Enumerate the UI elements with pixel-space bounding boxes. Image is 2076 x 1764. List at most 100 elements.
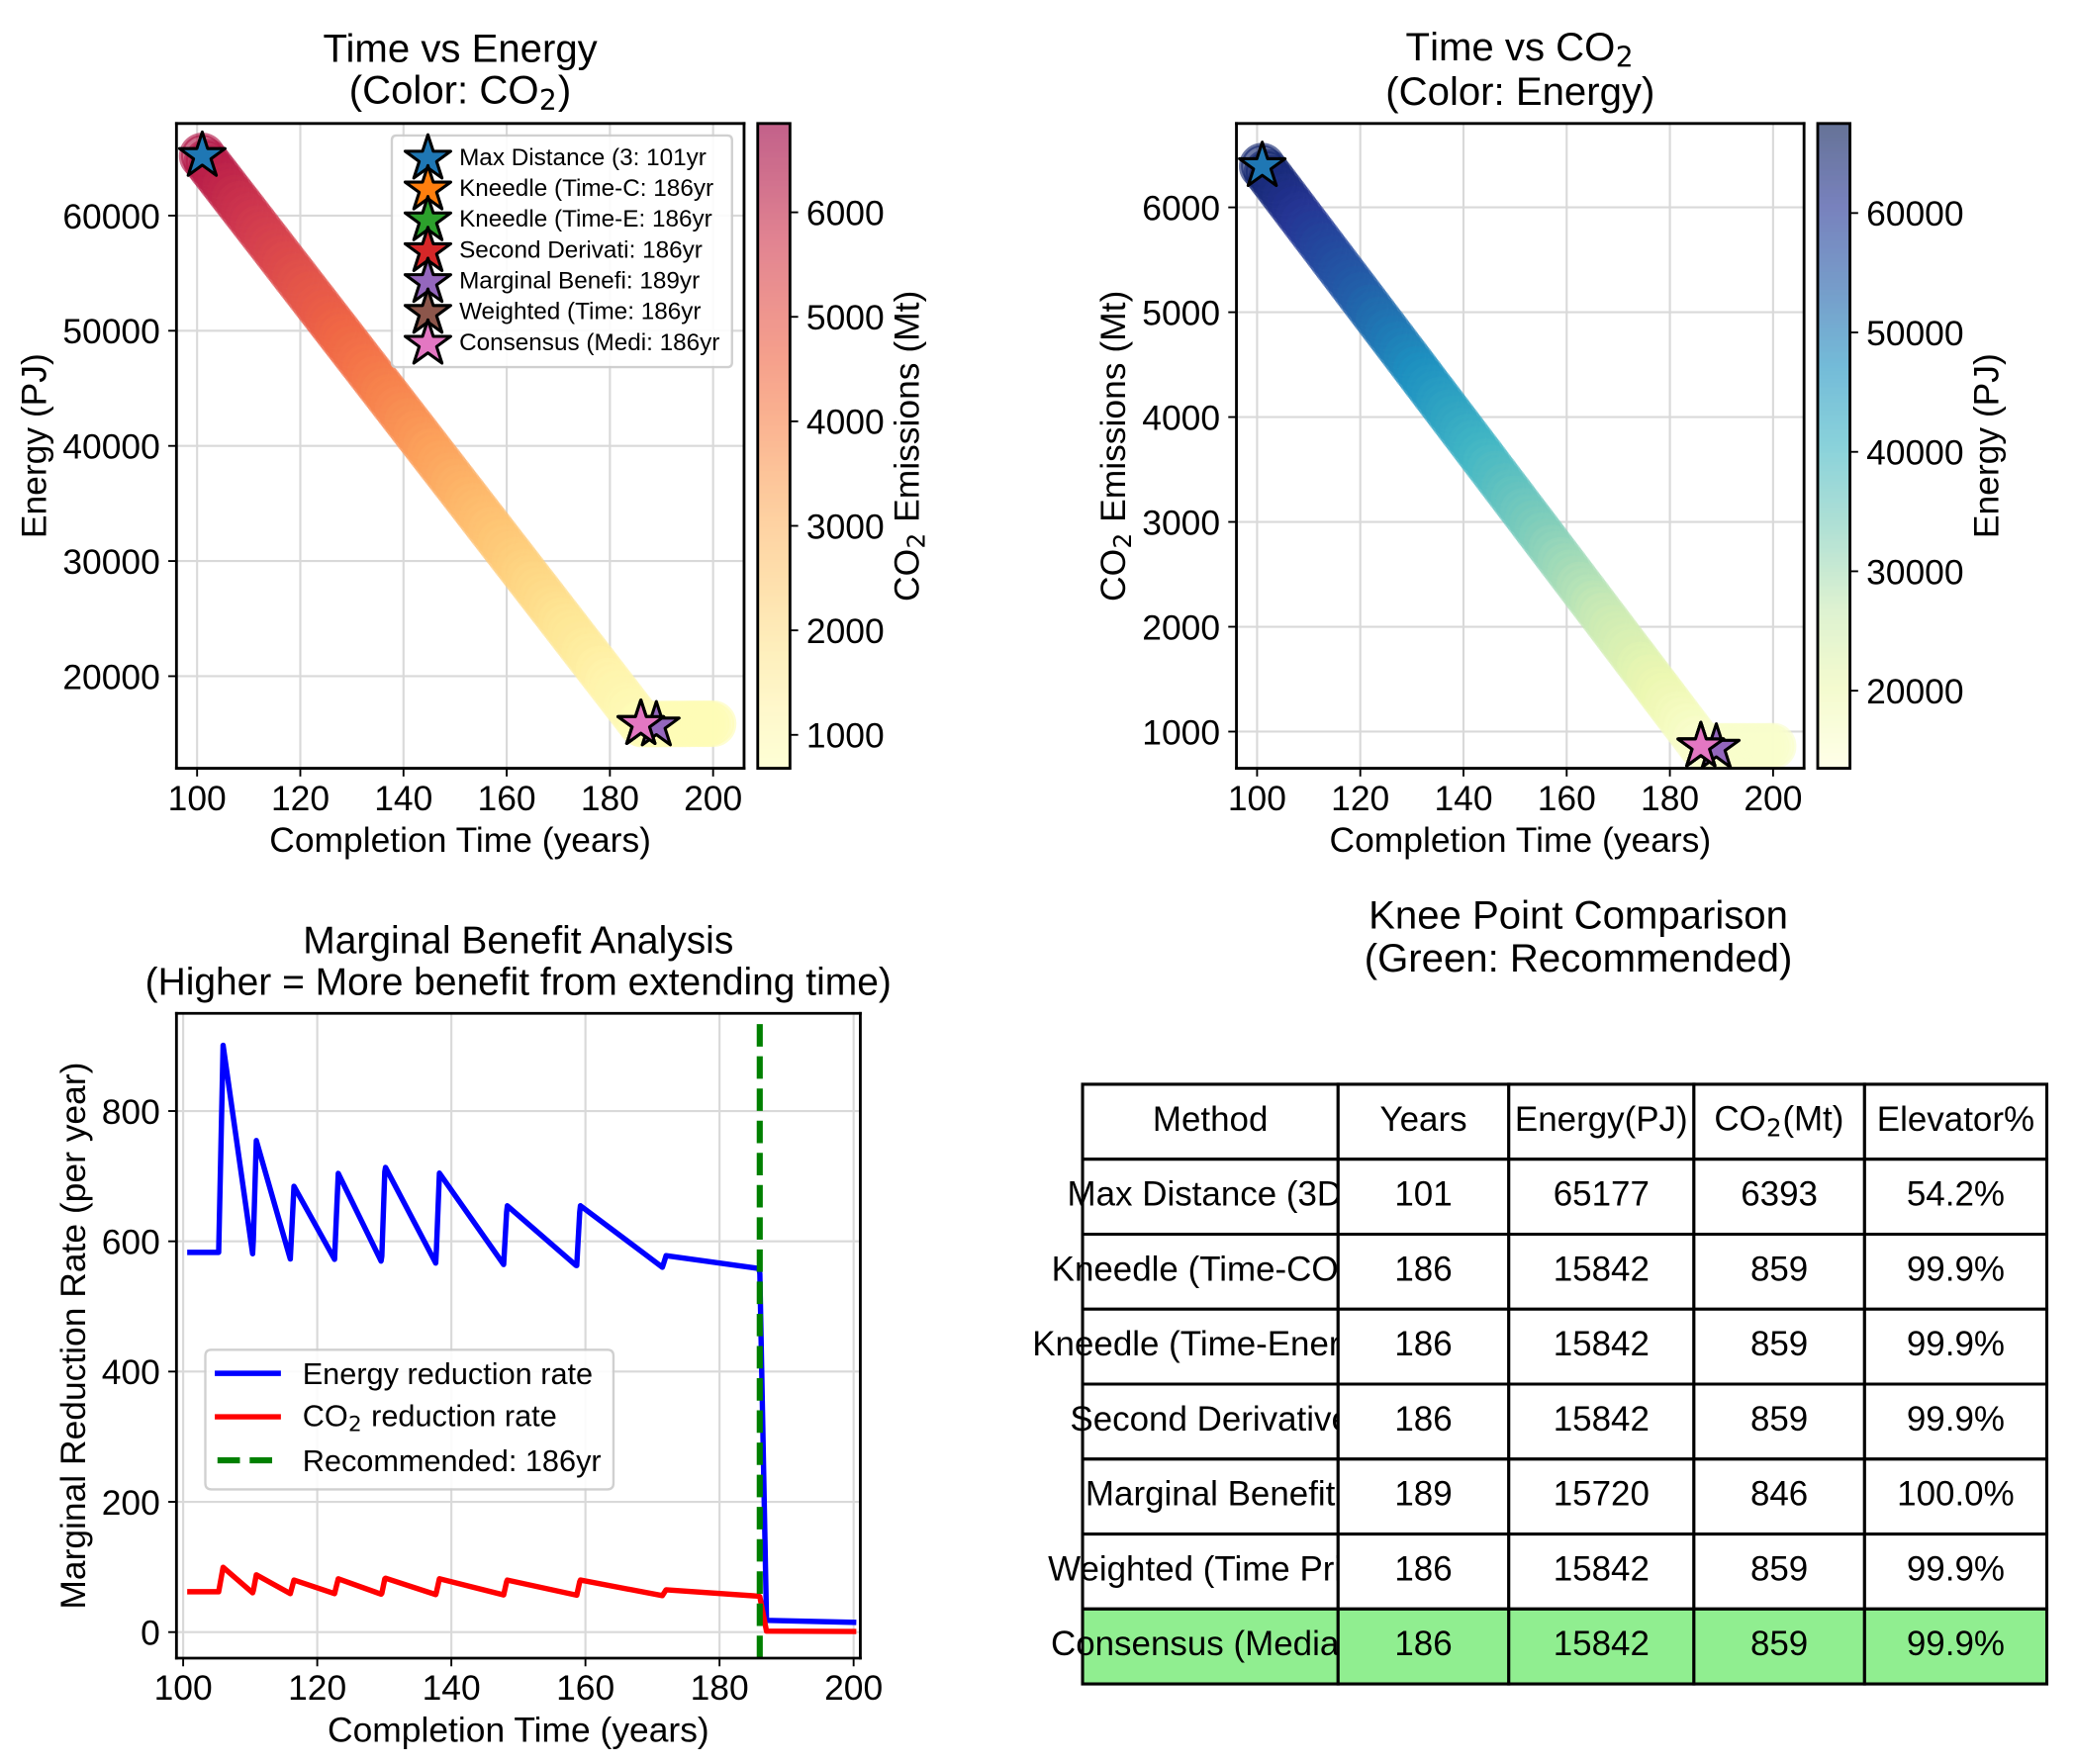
svg-text:2000: 2000 bbox=[806, 611, 885, 651]
svg-text:4000: 4000 bbox=[806, 403, 885, 442]
svg-text:99.9%: 99.9% bbox=[1907, 1325, 2005, 1363]
svg-text:859: 859 bbox=[1750, 1625, 1808, 1663]
svg-text:15842: 15842 bbox=[1554, 1325, 1650, 1363]
svg-text:Consensus (Medi: 186yr: Consensus (Medi: 186yr bbox=[459, 329, 719, 356]
svg-text:50000: 50000 bbox=[62, 312, 159, 351]
svg-text:100: 100 bbox=[154, 1668, 213, 1708]
svg-text:Method: Method bbox=[1153, 1100, 1269, 1139]
svg-text:Marginal Benefit: Marginal Benefit bbox=[1085, 1475, 1336, 1514]
svg-text:186: 186 bbox=[1394, 1250, 1452, 1288]
svg-text:186: 186 bbox=[1394, 1325, 1452, 1363]
svg-text:200: 200 bbox=[684, 779, 742, 818]
svg-text:Weighted (Time Prior: Weighted (Time Prior bbox=[1048, 1549, 1372, 1588]
svg-text:Kneedle (Time-Energy): Kneedle (Time-Energy) bbox=[1032, 1325, 1388, 1363]
svg-text:140: 140 bbox=[423, 1668, 481, 1708]
svg-text:20000: 20000 bbox=[62, 657, 159, 696]
svg-text:30000: 30000 bbox=[62, 542, 159, 582]
svg-text:200: 200 bbox=[824, 1668, 883, 1708]
svg-text:400: 400 bbox=[102, 1352, 160, 1392]
svg-text:859: 859 bbox=[1750, 1325, 1808, 1363]
svg-text:15842: 15842 bbox=[1554, 1250, 1650, 1288]
svg-text:120: 120 bbox=[1331, 779, 1389, 818]
svg-text:20000: 20000 bbox=[1866, 672, 1963, 711]
svg-text:859: 859 bbox=[1750, 1549, 1808, 1588]
svg-text:100.0%: 100.0% bbox=[1897, 1475, 2015, 1514]
svg-text:C O E: C O E m i s s i o n s ( M t ) 2 bbox=[887, 280, 931, 602]
svg-text:2000: 2000 bbox=[1142, 607, 1220, 647]
svg-text:0: 0 bbox=[141, 1614, 160, 1653]
svg-text:(Higher = More benefit from ex: (Higher = More benefit from extending ti… bbox=[145, 961, 892, 1003]
svg-text:5000: 5000 bbox=[1142, 293, 1220, 332]
svg-text:160: 160 bbox=[1538, 779, 1596, 818]
svg-text:Marginal Reduction Rate (per y: Marginal Reduction Rate (per year) bbox=[53, 1063, 93, 1610]
svg-text:1000: 1000 bbox=[806, 716, 885, 756]
svg-text:140: 140 bbox=[374, 779, 432, 818]
svg-text:3000: 3000 bbox=[1142, 503, 1220, 542]
svg-text:Marginal Benefit Analysis: Marginal Benefit Analysis bbox=[303, 919, 733, 962]
svg-text:6000: 6000 bbox=[806, 193, 885, 232]
svg-text:60000: 60000 bbox=[62, 197, 159, 236]
svg-text:15720: 15720 bbox=[1554, 1475, 1650, 1514]
svg-text:40000: 40000 bbox=[1866, 433, 1963, 473]
svg-text:Energy reduction rate: Energy reduction rate bbox=[303, 1356, 593, 1391]
svg-text:6000: 6000 bbox=[1142, 188, 1220, 228]
svg-text:Elevator%: Elevator% bbox=[1877, 1100, 2034, 1139]
svg-text:6393: 6393 bbox=[1741, 1175, 1818, 1214]
svg-text:Completion Time (years): Completion Time (years) bbox=[269, 820, 651, 860]
svg-text:Completion Time (years): Completion Time (years) bbox=[328, 1711, 709, 1750]
svg-text:Marginal Benefi: 189yr: Marginal Benefi: 189yr bbox=[459, 267, 700, 294]
svg-text:Energy (PJ): Energy (PJ) bbox=[1967, 353, 2007, 538]
svg-text:C O r: C O r e d u c t i o n r a t e 2 bbox=[303, 1393, 568, 1437]
svg-text:160: 160 bbox=[556, 1668, 614, 1708]
svg-text:Second Derivati: 186yr: Second Derivati: 186yr bbox=[459, 236, 703, 263]
svg-text:100: 100 bbox=[168, 779, 227, 818]
svg-text:(Color: Energy): (Color: Energy) bbox=[1385, 69, 1654, 114]
svg-text:186: 186 bbox=[1394, 1400, 1452, 1439]
svg-text:Completion Time (years): Completion Time (years) bbox=[1330, 820, 1712, 860]
svg-text:1000: 1000 bbox=[1142, 712, 1220, 752]
svg-text:Kneedle (Time-C: 186yr: Kneedle (Time-C: 186yr bbox=[459, 175, 713, 202]
svg-text:Consensus (Median): Consensus (Median) bbox=[1051, 1625, 1369, 1663]
svg-text:859: 859 bbox=[1750, 1400, 1808, 1439]
svg-text:180: 180 bbox=[581, 779, 639, 818]
svg-text:140: 140 bbox=[1434, 779, 1492, 818]
svg-text:Years: Years bbox=[1379, 1100, 1466, 1139]
svg-text:200: 200 bbox=[102, 1483, 160, 1523]
svg-text:186: 186 bbox=[1394, 1549, 1452, 1588]
svg-text:Kneedle (Time-E: 186yr: Kneedle (Time-E: 186yr bbox=[459, 206, 712, 232]
svg-text:Recommended: 186yr: Recommended: 186yr bbox=[303, 1443, 602, 1478]
svg-text:Kneedle (Time-CO2): Kneedle (Time-CO2) bbox=[1052, 1250, 1369, 1288]
svg-text:600: 600 bbox=[102, 1223, 160, 1262]
svg-text:Second Derivative: Second Derivative bbox=[1070, 1400, 1351, 1439]
svg-text:Energy(PJ): Energy(PJ) bbox=[1515, 1100, 1688, 1139]
svg-text:200: 200 bbox=[1744, 779, 1802, 818]
svg-text:Energy (PJ): Energy (PJ) bbox=[15, 353, 54, 538]
svg-text:40000: 40000 bbox=[62, 427, 159, 467]
svg-text:5000: 5000 bbox=[806, 298, 885, 337]
svg-text:C O ( M: C O ( M t ) 2 bbox=[1714, 1098, 1853, 1143]
svg-text:15842: 15842 bbox=[1554, 1625, 1650, 1663]
svg-text:Max Distance (3: 101yr: Max Distance (3: 101yr bbox=[459, 144, 707, 171]
svg-text:186: 186 bbox=[1394, 1625, 1452, 1663]
svg-text:60000: 60000 bbox=[1866, 194, 1963, 233]
svg-text:100: 100 bbox=[1228, 779, 1286, 818]
svg-text:180: 180 bbox=[1641, 779, 1699, 818]
svg-text:99.9%: 99.9% bbox=[1907, 1549, 2005, 1588]
svg-text:( C o l: ( C o l o r : C O ) 2 bbox=[349, 67, 582, 117]
svg-text:160: 160 bbox=[478, 779, 536, 818]
svg-text:Weighted (Time: 186yr: Weighted (Time: 186yr bbox=[459, 299, 701, 325]
svg-text:99.9%: 99.9% bbox=[1907, 1400, 2005, 1439]
svg-text:Knee Point Comparison: Knee Point Comparison bbox=[1368, 893, 1788, 938]
svg-text:Max Distance (3D): Max Distance (3D) bbox=[1068, 1175, 1354, 1214]
svg-text:15842: 15842 bbox=[1554, 1549, 1650, 1588]
svg-text:4000: 4000 bbox=[1142, 398, 1220, 437]
svg-text:101: 101 bbox=[1394, 1175, 1452, 1214]
svg-text:30000: 30000 bbox=[1866, 552, 1963, 592]
svg-text:Time vs Energy: Time vs Energy bbox=[323, 26, 597, 70]
svg-text:99.9%: 99.9% bbox=[1907, 1625, 2005, 1663]
svg-text:C O E: C O E m i s s i o n s ( M t ) 2 bbox=[1092, 280, 1137, 602]
svg-text:189: 189 bbox=[1394, 1475, 1452, 1514]
svg-text:846: 846 bbox=[1750, 1475, 1808, 1514]
svg-text:120: 120 bbox=[271, 779, 330, 818]
svg-text:800: 800 bbox=[102, 1092, 160, 1132]
